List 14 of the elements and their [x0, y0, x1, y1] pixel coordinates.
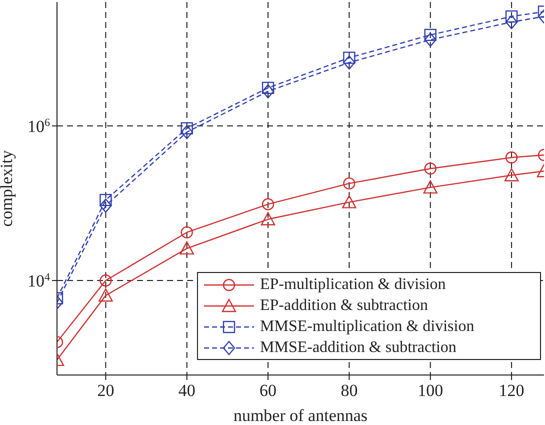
- x-axis-title: number of antennas: [233, 406, 368, 425]
- y-tick-label: 10$^{6}$: [28, 116, 50, 136]
- x-tick-label: 80: [340, 381, 358, 400]
- legend-label: EP-multiplication & division: [260, 276, 446, 294]
- legend-label: MMSE-multiplication & division: [260, 318, 474, 336]
- x-tick-label: 120: [498, 381, 524, 400]
- x-tick-label: 20: [97, 381, 114, 400]
- legend-label: EP-addition & subtraction: [260, 296, 428, 314]
- y-axis-title: complexity: [0, 150, 16, 227]
- y-tick-label: 10$^{4}$: [28, 272, 50, 291]
- x-tick-label: 60: [260, 381, 277, 400]
- x-tick-label: 100: [418, 381, 444, 400]
- legend-label: MMSE-addition & subtraction: [260, 338, 456, 356]
- x-tick-label: 40: [178, 381, 196, 400]
